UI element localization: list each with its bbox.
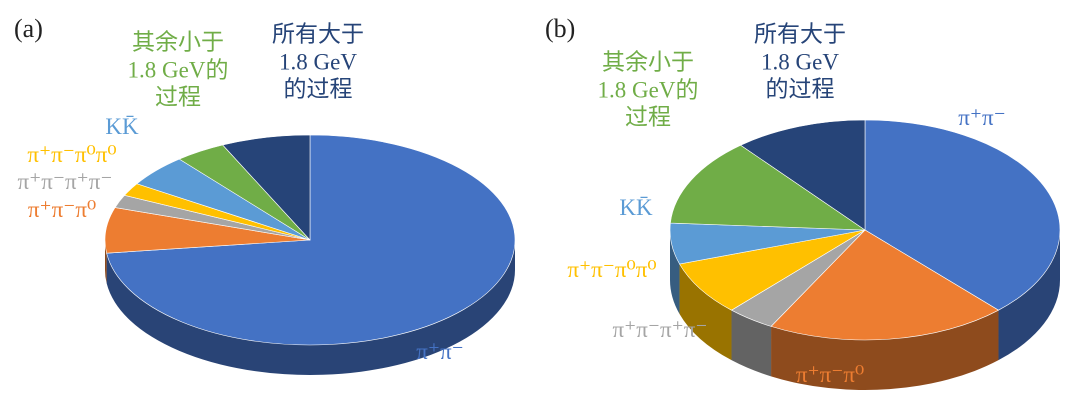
- slice-side: [679, 263, 732, 361]
- slice-label: π⁺π⁻π⁰: [27, 197, 97, 223]
- slice: [679, 229, 866, 311]
- slice-label: π⁺π⁻π⁰: [795, 362, 865, 388]
- slice-label: π⁺π⁻: [958, 105, 1006, 131]
- slice-side: [731, 310, 772, 377]
- slice: [106, 134, 516, 346]
- slice-label: 所有大于 1.8 GeV 的过程: [754, 21, 846, 102]
- slice-label: π⁺π⁻π⁰π⁰: [27, 142, 117, 168]
- slice: [222, 134, 311, 241]
- slice-side: [771, 310, 999, 390]
- slice: [864, 119, 1061, 311]
- slice-label: KK̄: [105, 114, 139, 140]
- slice-label: 所有大于 1.8 GeV 的过程: [272, 21, 364, 102]
- slice-side: [105, 240, 107, 284]
- slice: [740, 119, 866, 231]
- slice: [670, 144, 867, 231]
- slice-side: [106, 240, 515, 376]
- panel-label: (b): [545, 14, 576, 43]
- slice-label: 其余小于 1.8 GeV的 过程: [127, 29, 229, 110]
- slice: [770, 229, 1000, 341]
- slice-label: 其余小于 1.8 GeV的 过程: [597, 49, 699, 130]
- panel-label: (a): [14, 14, 43, 43]
- slice-label: π⁺π⁻π⁺π⁻: [612, 317, 708, 343]
- slice-label: KK̄: [619, 195, 653, 221]
- slice-side: [670, 230, 680, 314]
- slice-label: π⁺π⁻π⁺π⁻: [17, 169, 113, 195]
- slice-label: π⁺π⁻π⁰π⁰: [567, 257, 657, 283]
- slice-label: π⁺π⁻: [416, 339, 464, 365]
- slice-side: [998, 230, 1060, 361]
